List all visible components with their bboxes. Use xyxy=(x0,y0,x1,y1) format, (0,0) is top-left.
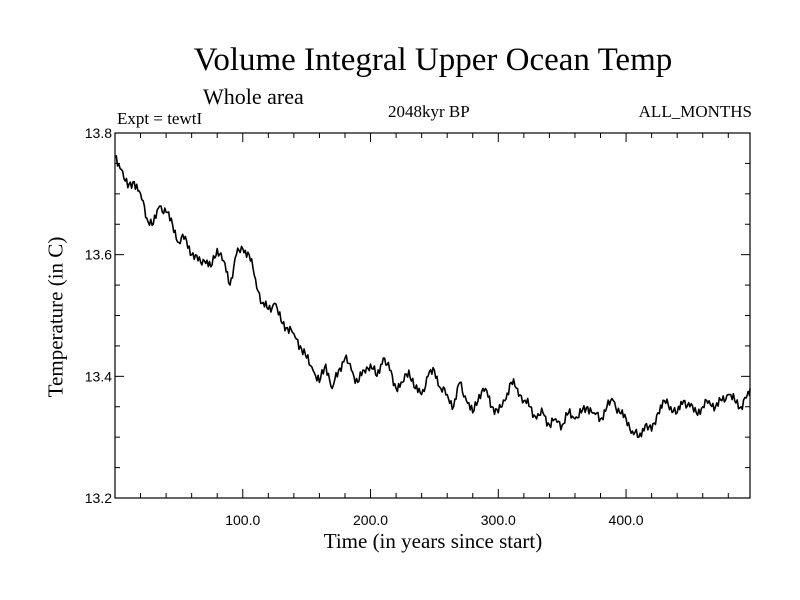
axis-ticks xyxy=(115,133,750,498)
plot-frame xyxy=(114,132,751,499)
series-line xyxy=(114,155,751,438)
y-tick-label: 13.2 xyxy=(85,490,112,506)
chart-subtitle: Whole area xyxy=(203,84,304,109)
x-tick-label: 100.0 xyxy=(225,512,260,528)
chart-title: Volume Integral Upper Ocean Temp xyxy=(193,42,673,78)
y-tick-label: 13.6 xyxy=(85,247,112,263)
y-tick-label: 13.4 xyxy=(85,368,112,384)
x-tick-label: 200.0 xyxy=(353,512,388,528)
x-tick-label: 300.0 xyxy=(481,512,516,528)
months-label: ALL_MONTHS xyxy=(638,102,752,121)
axis-tick-labels: 100.0 200.0 300.0 400.0 13.2 13.4 13.6 13.8 xyxy=(85,125,644,528)
experiment-label: Expt = tewtI xyxy=(117,109,203,128)
y-tick-label: 13.8 xyxy=(85,125,112,141)
x-axis-label: Time (in years since start) xyxy=(323,529,543,553)
period-label: 2048kyr BP xyxy=(388,102,470,121)
x-tick-label: 400.0 xyxy=(609,512,644,528)
